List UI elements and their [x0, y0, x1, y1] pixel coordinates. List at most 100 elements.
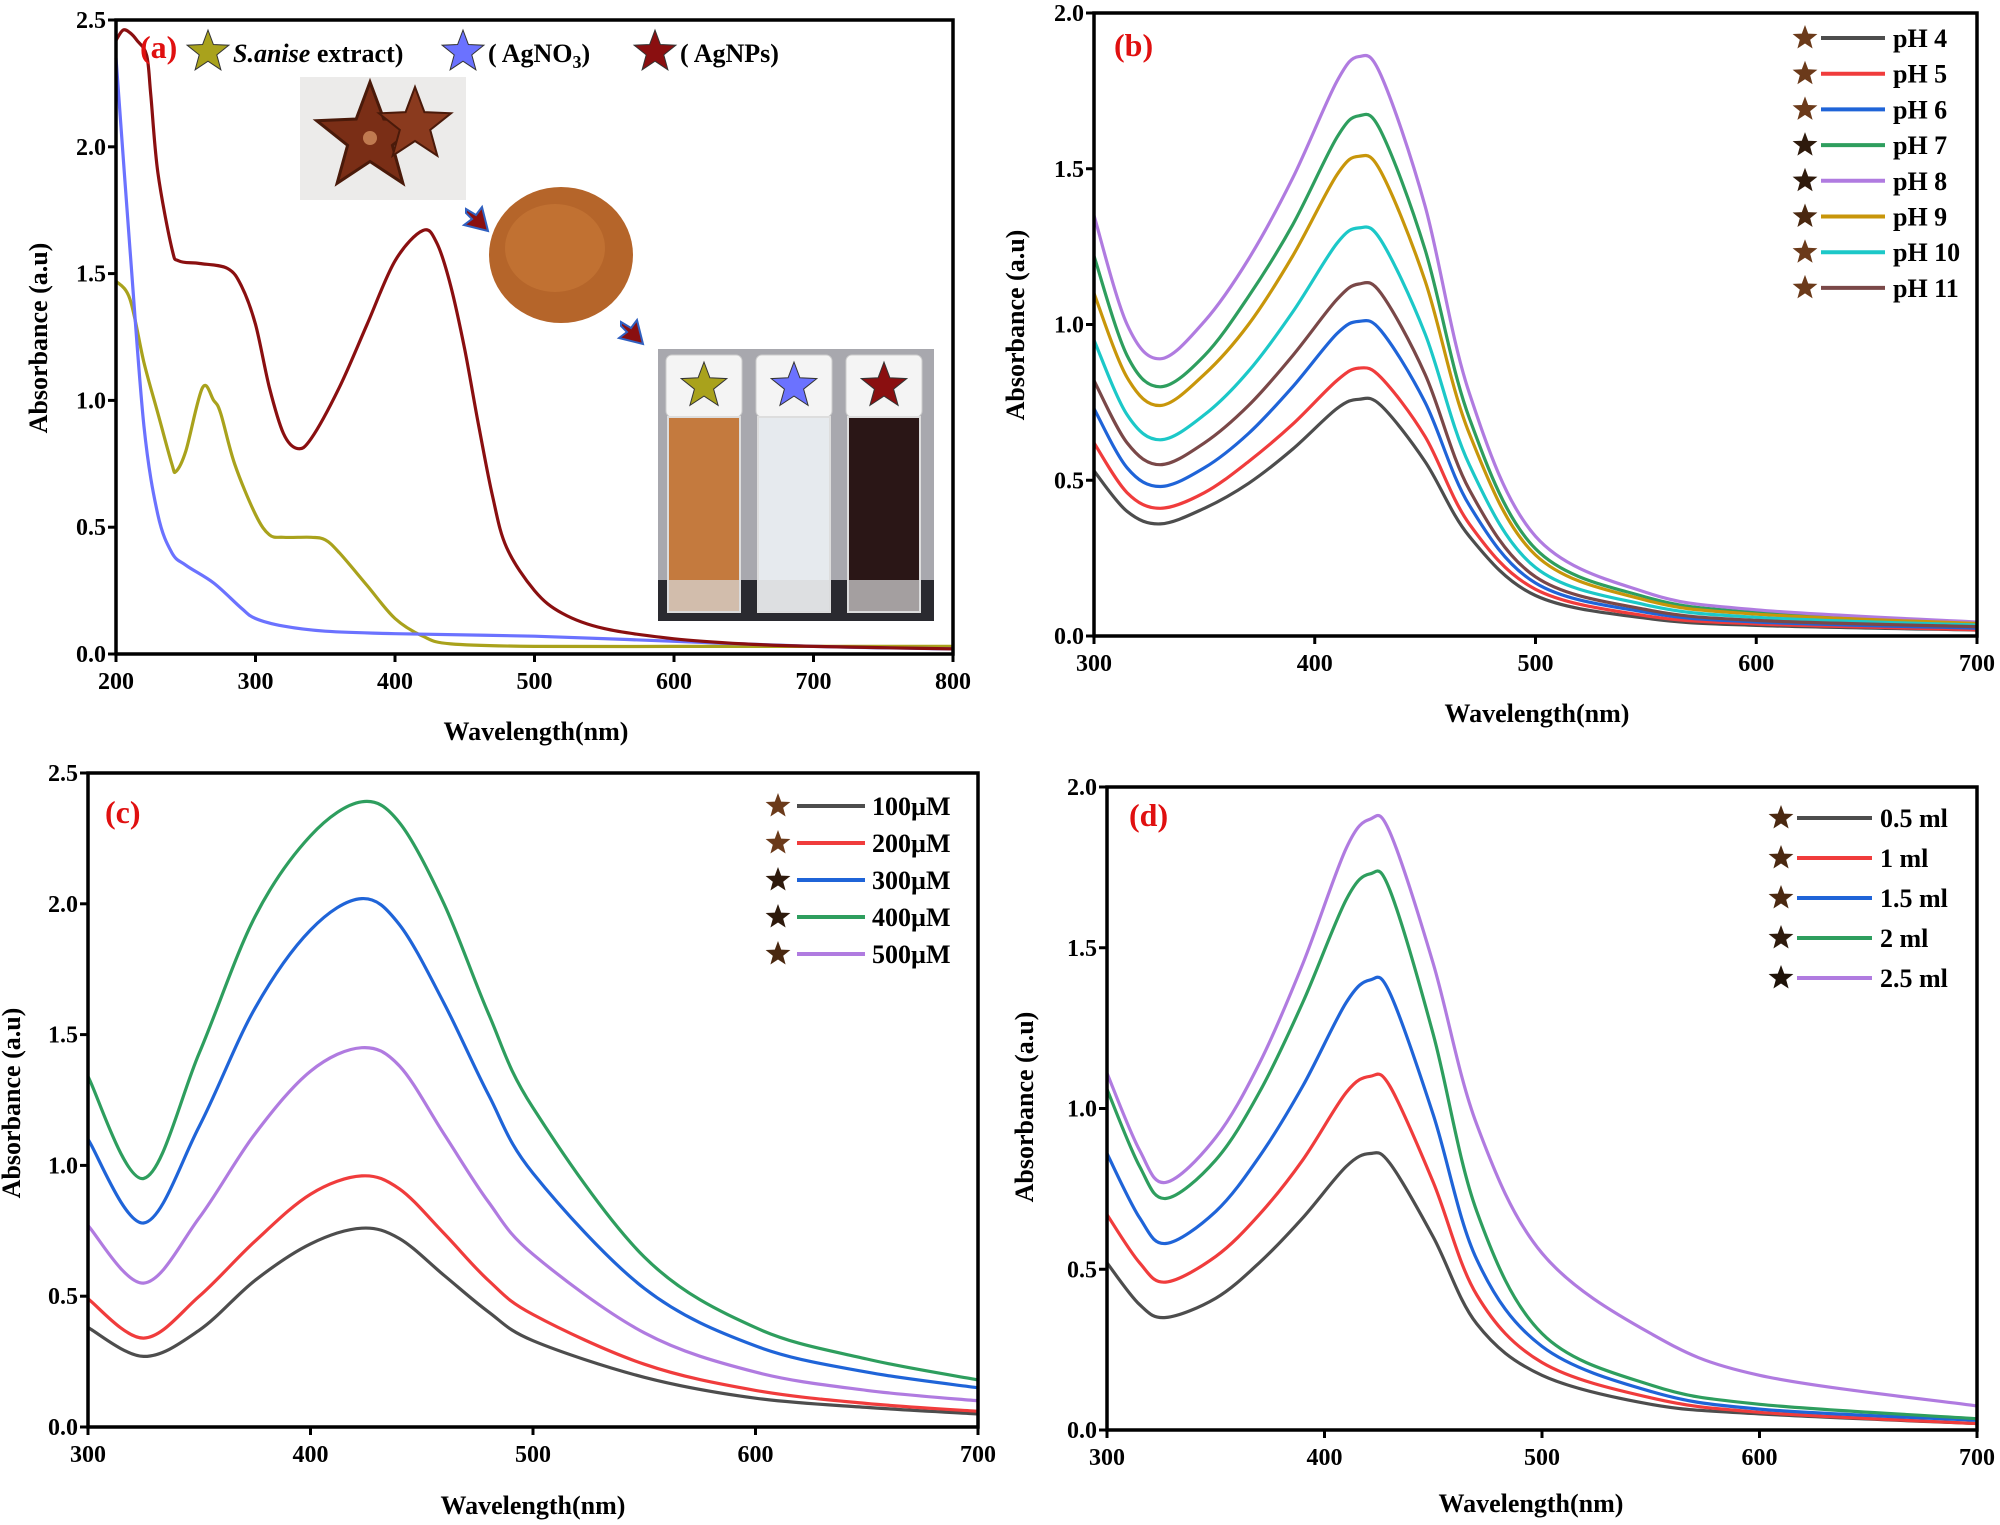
legend-label: 100µM — [872, 792, 951, 821]
inset-photos — [300, 77, 934, 621]
x-tick-label: 600 — [656, 669, 692, 695]
series-line-pH-6 — [1092, 318, 1978, 630]
series-line-pH-10 — [1092, 225, 1978, 627]
series-line-AgNPs — [114, 28, 954, 651]
legend-item: pH 7 — [1792, 131, 1947, 160]
series-line-500µM — [86, 1046, 979, 1403]
legend-item: 1.5 ml — [1768, 884, 1948, 913]
legend-label: ( AgNO3) — [488, 39, 590, 72]
x-tick-label: 400 — [377, 669, 413, 695]
legend-label: S.anise extract) — [233, 39, 403, 68]
series-line-pH-5 — [1092, 366, 1978, 632]
legend-label: 2 ml — [1880, 924, 1928, 953]
legend: S.anise extract) ( AgNO3) ( AgNPs) — [185, 28, 779, 72]
panel-a: 200 300 400 500 600 700 800 0.0 0.5 1.0 1.5 2.0 2.5 W… — [24, 8, 971, 746]
series-line-1.5-ml — [1105, 975, 1978, 1422]
legend-star-icon — [765, 793, 791, 817]
legend-label: 400µM — [872, 903, 951, 932]
legend-label-text: ( AgNO — [488, 39, 573, 68]
legend-label-text: ( AgNPs) — [680, 39, 779, 68]
y-tick-label: 0.0 — [48, 1415, 78, 1441]
legend-label: pH 4 — [1893, 24, 1947, 53]
series-lines — [1092, 53, 1978, 632]
legend-item: pH 10 — [1792, 238, 1960, 267]
y-tick-label: 2.0 — [76, 135, 106, 161]
legend: 100µM 200µM 300µM 400µM 500µM — [765, 792, 951, 969]
plot-frame — [86, 771, 980, 1429]
legend-star-icon — [1768, 845, 1794, 869]
legend-star-icon — [1768, 965, 1794, 989]
legend-item: pH 6 — [1792, 95, 1947, 124]
series-line-0.5-ml — [1105, 1151, 1978, 1426]
legend-label: pH 10 — [1893, 238, 1960, 267]
legend-item: 2 ml — [1768, 924, 1928, 953]
x-tick-label: 700 — [1959, 651, 1995, 677]
legend-label: pH 5 — [1893, 60, 1947, 89]
legend-item: 1 ml — [1768, 844, 1928, 873]
star-anise-center — [363, 131, 377, 145]
legend-label: 1.5 ml — [1880, 884, 1948, 913]
x-tick-label: 700 — [1959, 1445, 1995, 1471]
series-line-pH-11 — [1092, 280, 1978, 629]
y-tick-label: 2.5 — [48, 761, 78, 787]
legend-star-icon — [632, 28, 678, 71]
x-tick-label: 300 — [238, 669, 274, 695]
series-line-pH-7 — [1092, 112, 1978, 626]
legend-label: 2.5 ml — [1880, 964, 1948, 993]
panel-label: (d) — [1129, 797, 1168, 833]
x-tick-label: 600 — [738, 1442, 774, 1468]
x-tick-label: 500 — [1524, 1445, 1560, 1471]
legend-item: 0.5 ml — [1768, 804, 1948, 833]
series-line-pH-8 — [1092, 53, 1978, 624]
legend-label: 200µM — [872, 829, 951, 858]
legend-star-icon — [1792, 274, 1818, 299]
y-tick-label: 1.0 — [1067, 1097, 1097, 1123]
y-tick-label: 0.0 — [1067, 1418, 1097, 1444]
panel-label: (a) — [140, 29, 177, 65]
legend-star-icon — [765, 941, 791, 965]
y-tick-label: 2.0 — [48, 892, 78, 918]
y-tick-label: 0.5 — [48, 1284, 78, 1310]
vial — [757, 416, 831, 613]
legend-label: pH 11 — [1893, 274, 1959, 303]
y-tick-label: 0.0 — [76, 642, 106, 668]
vial-bottom — [758, 580, 830, 612]
x-axis-title: Wavelength(nm) — [1445, 699, 1630, 728]
legend-item: pH 9 — [1792, 203, 1947, 232]
series-line-pH-4 — [1092, 396, 1978, 632]
x-tick-label: 600 — [1742, 1445, 1778, 1471]
series-line-pH-9 — [1092, 153, 1978, 626]
legend-star-icon — [765, 904, 791, 928]
legend-star-icon — [1792, 96, 1818, 120]
legend-star-icon — [1792, 60, 1818, 85]
panel-b: 300 400 500 600 700 0.0 0.5 1.0 1.5 2.0 Wavelength… — [1001, 1, 1995, 728]
y-tick-label: 0.5 — [76, 515, 106, 541]
star-icon — [679, 360, 729, 407]
vial — [667, 416, 741, 613]
legend-star-icon — [440, 28, 486, 71]
x-tick-label: 400 — [293, 1442, 329, 1468]
x-tick-label: 300 — [1076, 651, 1112, 677]
arrow-icon — [461, 204, 490, 233]
legend-star-icon — [1792, 25, 1818, 49]
x-tick-label: 600 — [1738, 651, 1774, 677]
y-tick-label: 1.0 — [48, 1153, 78, 1179]
legend-star-icon — [765, 830, 791, 854]
x-tick-label: 700 — [796, 669, 832, 695]
plot-frame — [1092, 11, 1979, 638]
x-tick-label: 400 — [1307, 1445, 1343, 1471]
y-tick-label: 1.5 — [48, 1023, 78, 1049]
legend-label: 0.5 ml — [1880, 804, 1948, 833]
panel-d: 300 400 500 600 700 0.0 0.5 1.0 1.5 2.0 Wavelength… — [1010, 775, 1995, 1518]
series-line-200µM — [87, 1174, 979, 1413]
panel-c: 300 400 500 600 700 0.0 0.5 1.0 1.5 2.0 2.5 Wavelen… — [0, 761, 996, 1520]
y-tick-label: 1.0 — [76, 388, 106, 414]
legend-item: pH 11 — [1792, 274, 1959, 303]
y-tick-label: 1.5 — [1067, 936, 1097, 962]
legend-star-icon — [765, 867, 791, 891]
legend-star-icon — [1792, 167, 1818, 192]
series-line-300µM — [86, 896, 979, 1390]
x-tick-label: 400 — [1297, 651, 1333, 677]
y-axis-title: Absorbance (a.u) — [1001, 230, 1030, 421]
